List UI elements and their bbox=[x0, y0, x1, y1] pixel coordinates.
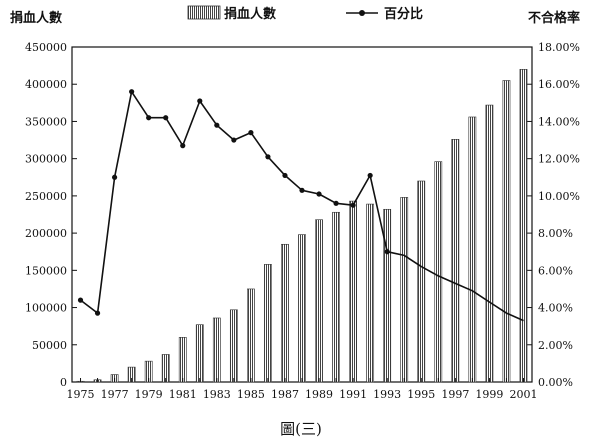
bar-1996 bbox=[434, 161, 443, 383]
line-point-1991 bbox=[350, 202, 356, 208]
y-left-tick-label: 150000 bbox=[25, 264, 67, 277]
bar-1992 bbox=[366, 203, 375, 383]
line-point-1976 bbox=[94, 310, 101, 316]
line-point-1978 bbox=[129, 89, 135, 95]
y-right-tick-label: 18.00% bbox=[538, 41, 580, 54]
y-left-tick-label: 0 bbox=[60, 376, 67, 389]
y-left-tick-label: 200000 bbox=[25, 227, 67, 240]
y-right-tick-label: 2.00% bbox=[538, 339, 573, 352]
bar-1987 bbox=[281, 243, 289, 383]
bar-1980 bbox=[161, 354, 170, 383]
line-point-1981 bbox=[180, 143, 186, 149]
y-left-tick-label: 350000 bbox=[25, 115, 67, 128]
line-point-1989 bbox=[316, 191, 322, 197]
x-tick-label: 1975 bbox=[67, 388, 95, 401]
x-tick-label: 1977 bbox=[101, 388, 129, 401]
line-point-1990 bbox=[333, 200, 339, 206]
line-point-1979 bbox=[146, 115, 152, 121]
legend-bar-label: 捐血人數 bbox=[224, 6, 276, 22]
line-point-1982 bbox=[197, 98, 203, 104]
bar-1983 bbox=[212, 317, 221, 383]
bar-1999 bbox=[485, 104, 494, 383]
bar-1981 bbox=[178, 337, 187, 383]
bar-1994 bbox=[400, 197, 409, 383]
x-axis: 1975 1977 1979 1981 1983 1985 1987 1989 1991 1993… bbox=[67, 378, 537, 401]
legend-bar-swatch bbox=[187, 5, 221, 20]
y-left-tick-label: 100000 bbox=[25, 302, 67, 315]
y-right-tick-label: 12.00% bbox=[538, 153, 580, 166]
y-left-tick-label: 50000 bbox=[32, 339, 67, 352]
bar-2000 bbox=[502, 80, 511, 383]
x-tick-label: 1985 bbox=[237, 388, 265, 401]
line-point-1992 bbox=[367, 172, 373, 179]
bar-1986 bbox=[264, 264, 272, 383]
bar-1985 bbox=[247, 288, 255, 383]
right-axis-title: 不合格率 bbox=[528, 10, 580, 26]
line-point-1977 bbox=[111, 174, 118, 180]
line-point-1986 bbox=[265, 154, 271, 160]
bar-1990 bbox=[332, 211, 340, 383]
left-axis-title: 捐血人數 bbox=[10, 10, 62, 26]
x-tick-label: 1993 bbox=[373, 388, 401, 401]
y-left-tick-label: 400000 bbox=[25, 78, 67, 91]
y-left-tick-label: 250000 bbox=[25, 190, 67, 203]
x-tick-label: 1983 bbox=[203, 388, 231, 401]
y-right-tick-label: 4.00% bbox=[538, 302, 573, 315]
bar-1988 bbox=[298, 234, 306, 383]
bar-1995 bbox=[417, 180, 426, 383]
x-tick-label: 1987 bbox=[271, 388, 299, 401]
y-left-tick-label: 300000 bbox=[25, 153, 67, 166]
bar-2001 bbox=[519, 69, 528, 383]
y-right-tick-label: 0.00% bbox=[538, 376, 573, 389]
figure-caption: 圖(三) bbox=[280, 420, 322, 438]
x-tick-label: 1989 bbox=[305, 388, 333, 401]
bar-1989 bbox=[315, 219, 323, 383]
line-point-1993 bbox=[384, 249, 390, 255]
y-left-tick-label: 450000 bbox=[25, 41, 67, 54]
bar-1984 bbox=[229, 309, 238, 383]
legend-line-label: 百分比 bbox=[384, 6, 423, 22]
x-tick-label: 1981 bbox=[169, 388, 197, 401]
y-right-tick-label: 6.00% bbox=[538, 264, 573, 277]
y-right-tick-label: 8.00% bbox=[538, 227, 573, 240]
line-point-1985 bbox=[248, 130, 254, 136]
line-point-1984 bbox=[231, 137, 237, 143]
x-tick-label: 1997 bbox=[441, 388, 469, 401]
x-tick-label: 1979 bbox=[135, 388, 163, 401]
left-axis: 0 50000 100000 150000 200000 250000 300000 3500… bbox=[25, 41, 77, 389]
x-tick-label: 1995 bbox=[407, 388, 435, 401]
bar-1982 bbox=[195, 324, 204, 383]
line-series bbox=[77, 89, 524, 322]
y-right-tick-label: 10.00% bbox=[538, 190, 580, 203]
line-point-1988 bbox=[299, 187, 305, 193]
bar-1998 bbox=[468, 116, 477, 383]
line-point-1983 bbox=[214, 122, 220, 128]
y-right-tick-label: 14.00% bbox=[538, 115, 580, 128]
y-right-tick-label: 16.00% bbox=[538, 78, 580, 91]
line-point-1980 bbox=[163, 115, 169, 121]
legend: 捐血人數 百分比 bbox=[187, 5, 423, 22]
legend-line-marker bbox=[359, 10, 365, 16]
line-point-1975 bbox=[77, 297, 84, 303]
line-point-1987 bbox=[282, 172, 288, 179]
x-tick-label: 1999 bbox=[475, 388, 503, 401]
bar-series bbox=[76, 69, 528, 383]
bar-1997 bbox=[451, 139, 460, 383]
bar-1993 bbox=[383, 208, 392, 383]
bar-1991 bbox=[349, 200, 357, 383]
x-tick-label: 2001 bbox=[509, 388, 537, 401]
right-axis: 0.00% 2.00% 4.00% 6.00% 8.00% 10.00% 12.00% 14.… bbox=[527, 41, 580, 389]
x-tick-label: 1991 bbox=[339, 388, 367, 401]
